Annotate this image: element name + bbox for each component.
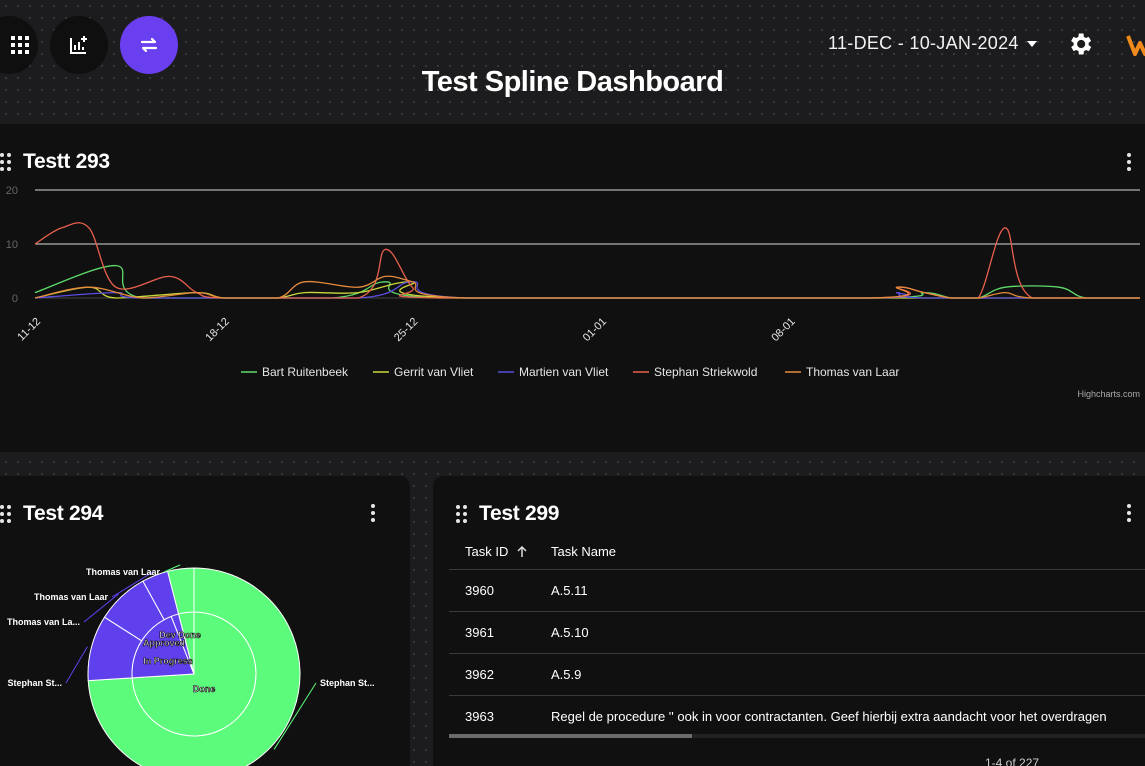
legend-item[interactable]: Gerrit van Vliet <box>373 365 474 379</box>
drag-handle-icon[interactable] <box>0 153 11 171</box>
x-tick-label: 18-12 <box>203 316 231 344</box>
inner-segment-label: Done <box>193 684 216 694</box>
widget-title: Test 294 <box>23 502 104 525</box>
outer-segment-label: Thomas van Laar <box>86 567 161 577</box>
pie-chart-widget: Test 294 Done In Progress Approved Dev Done… <box>0 476 410 766</box>
pagination-label: 1-4 of 227 <box>985 756 1040 766</box>
table-row[interactable]: 3960 A.5.11 <box>449 570 1145 612</box>
swap-view-button[interactable] <box>120 16 178 74</box>
series-line <box>34 281 1140 299</box>
drag-handle-icon[interactable] <box>0 505 11 523</box>
cell-task-id: 3960 <box>465 583 494 598</box>
connector-line <box>83 593 120 623</box>
legend-label: Stephan Striekwold <box>654 365 757 379</box>
cell-task-id: 3961 <box>465 625 494 640</box>
connector-line <box>65 646 88 684</box>
chevron-down-icon <box>1026 40 1037 47</box>
more-options-icon[interactable] <box>1127 153 1131 171</box>
connector-line <box>273 682 317 750</box>
y-tick-label: 0 <box>12 293 18 305</box>
add-chart-button[interactable] <box>50 16 108 74</box>
column-header-task-id[interactable]: Task ID <box>449 544 551 559</box>
cell-task-id: 3962 <box>465 667 494 682</box>
legend-item[interactable]: Bart Ruitenbeek <box>241 365 349 379</box>
series-line <box>34 275 1140 299</box>
spline-chart: 0 10 20 11-12 18-12 25-12 01-01 08-01 Bart Ruite… <box>6 185 1140 379</box>
table-row[interactable]: 3961 A.5.10 <box>449 612 1145 654</box>
table-header-row: Task ID Task Name <box>449 534 1145 570</box>
legend-item[interactable]: Martien van Vliet <box>498 365 609 379</box>
inner-segment-label: In Progress <box>143 656 193 666</box>
more-options-icon[interactable] <box>371 504 375 522</box>
series-line <box>34 222 1140 299</box>
legend-label: Martien van Vliet <box>519 365 609 379</box>
outer-segment-label: Thomas van Laar <box>34 592 109 602</box>
arrow-up-icon <box>517 545 527 557</box>
swap-arrows-icon <box>140 37 158 53</box>
inner-segment-label: Dev Done <box>159 630 201 640</box>
page-title: Test Spline Dashboard <box>421 66 724 98</box>
scrollbar-thumb[interactable] <box>449 734 692 738</box>
legend-label: Gerrit van Vliet <box>394 365 474 379</box>
task-table-widget: Test 299 Task ID Task Name 3960 A.5.11 3… <box>433 476 1145 766</box>
spline-chart-widget: Testt 293 0 10 20 11-12 18-12 25-12 01-01 08-01… <box>0 124 1145 452</box>
horizontal-scrollbar[interactable] <box>449 734 1145 738</box>
outer-segment-label: Stephan St... <box>7 678 62 688</box>
y-tick-label: 10 <box>6 239 18 251</box>
outer-segment <box>167 567 195 615</box>
legend-label: Bart Ruitenbeek <box>262 365 349 379</box>
widget-header: Test 294 <box>0 502 103 526</box>
legend-label: Thomas van Laar <box>806 365 899 379</box>
table-row[interactable]: 3963 Regel de procedure '' ook in voor c… <box>449 696 1145 738</box>
series-line <box>34 281 1140 299</box>
outer-segment-label: Stephan St... <box>320 678 375 688</box>
widget-header: Testt 293 <box>0 150 110 174</box>
inner-segment-label: Approved <box>143 638 185 648</box>
widget-title: Test 299 <box>479 502 560 525</box>
x-tick-label: 11-12 <box>15 316 43 344</box>
widget-title: Testt 293 <box>23 150 110 173</box>
outer-segment <box>87 567 301 766</box>
column-header-label: Task ID <box>465 544 509 559</box>
date-range-selector[interactable]: 11-DEC - 10-JAN-2024 <box>828 33 1037 54</box>
connector-line <box>111 571 154 598</box>
more-options-icon[interactable] <box>1127 504 1131 522</box>
outer-segment-label: Thomas van La... <box>7 617 80 627</box>
y-tick-label: 20 <box>6 185 18 197</box>
x-tick-label: 25-12 <box>392 316 420 344</box>
cell-task-name: A.5.10 <box>551 625 589 640</box>
widget-header: Test 299 <box>456 502 559 526</box>
drag-handle-icon[interactable] <box>456 505 467 523</box>
chart-credits: Highcharts.com <box>1077 389 1140 399</box>
legend-item[interactable]: Thomas van Laar <box>785 365 899 379</box>
column-header-task-name[interactable]: Task Name <box>551 544 617 559</box>
task-table: Task ID Task Name 3960 A.5.11 3961 A.5.1… <box>449 534 1145 738</box>
table-row[interactable]: 3962 A.5.9 <box>449 654 1145 696</box>
connector-line <box>163 564 181 573</box>
cell-task-name: Regel de procedure '' ook in voor contra… <box>551 709 1107 724</box>
brand-logo[interactable] <box>1126 30 1145 60</box>
x-tick-label: 01-01 <box>581 316 609 344</box>
date-range-label: 11-DEC - 10-JAN-2024 <box>828 33 1019 53</box>
add-chart-icon <box>70 36 87 54</box>
x-tick-label: 08-01 <box>769 316 797 344</box>
cell-task-name: A.5.11 <box>551 583 588 598</box>
legend-item[interactable]: Stephan Striekwold <box>633 365 757 379</box>
gear-icon[interactable] <box>1066 30 1094 58</box>
cell-task-id: 3963 <box>465 709 494 724</box>
apps-grid-icon <box>11 36 29 54</box>
cell-task-name: A.5.9 <box>551 667 582 682</box>
